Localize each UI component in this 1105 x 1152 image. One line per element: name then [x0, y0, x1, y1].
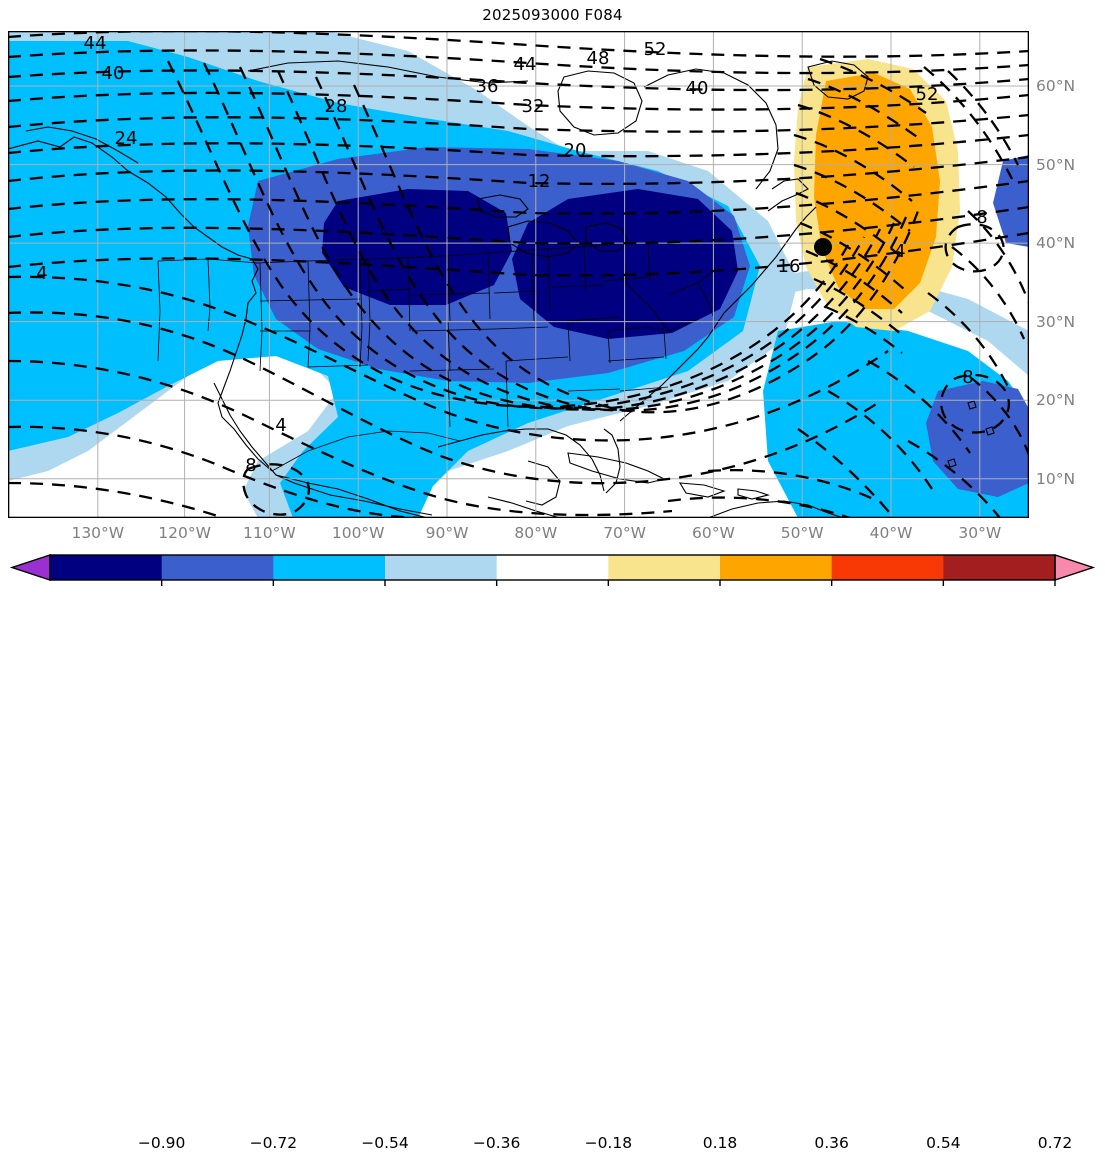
contour-label: 4: [275, 415, 286, 436]
contour-label: 8: [976, 207, 987, 228]
colorbar-tick-label: −0.18: [584, 1134, 633, 1152]
contour-label: 20: [564, 140, 587, 161]
lat-tick-20N: 20°N: [1036, 391, 1076, 410]
lon-tick-60W: 60°W: [691, 524, 735, 542]
contour-label: 40: [686, 78, 709, 99]
coastlines: [8, 60, 995, 518]
contour-label: 40: [102, 63, 125, 84]
contour-label: 8: [962, 367, 973, 388]
colorbar-tick-label: −0.54: [361, 1134, 409, 1152]
colorbar[interactable]: −0.90 −0.72 −0.54 −0.36 −0.18 0.18 0.36 0.54 0.7…: [0, 552, 1105, 1152]
figure-root: 2025093000 F084: [0, 6, 1105, 1152]
colorbar-tick-label: 0.72: [1037, 1134, 1073, 1152]
contour-label: 12: [528, 171, 551, 192]
lat-tick-50N: 50°N: [1036, 155, 1076, 174]
contour-label: 52: [644, 39, 667, 60]
colorbar-tick-label: −0.36: [472, 1134, 521, 1152]
contour-label: 8: [245, 455, 256, 476]
colorbar-segment: [50, 555, 163, 580]
colorbar-segment: [943, 555, 1056, 580]
lon-tick-120W: 120°W: [158, 524, 211, 542]
colorbar-tick-label: 0.36: [814, 1134, 849, 1152]
lat-tick-10N: 10°N: [1036, 469, 1076, 488]
lon-tick-110W: 110°W: [243, 524, 296, 542]
colorbar-canvas[interactable]: [0, 552, 1105, 588]
map-panel[interactable]: 44 40 24 4 28 36 44 48 52 32 40 20 12 16 52 8 4 4 8 8: [8, 31, 1029, 518]
political-borders: [157, 240, 715, 472]
contour-label: 48: [587, 48, 610, 69]
lon-tick-130W: 130°W: [71, 524, 125, 542]
contour-label: 16: [778, 256, 801, 277]
contour-label: 44: [514, 54, 537, 75]
colorbar-outline: [49, 554, 1056, 581]
colorbar-tick-label: 0.18: [702, 1134, 738, 1152]
lon-tick-80W: 80°W: [514, 524, 558, 542]
contour-label: 4: [894, 241, 905, 262]
contour-label: 52: [916, 84, 939, 105]
colorbar-segment: [496, 555, 609, 580]
point-marker[interactable]: [814, 238, 832, 256]
lat-tick-60N: 60°N: [1036, 77, 1076, 95]
colorbar-tick-label: −0.90: [137, 1134, 186, 1152]
colorbar-tick-label: 0.54: [926, 1134, 961, 1152]
lat-tick-30N: 30°N: [1036, 312, 1076, 331]
lon-tick-90W: 90°W: [425, 524, 469, 542]
lon-tick-100W: 100°W: [331, 524, 385, 542]
colorbar-segment: [608, 555, 721, 580]
contour-label: 28: [325, 96, 348, 117]
contour-label: 32: [522, 96, 545, 117]
contour-label: 36: [476, 76, 499, 97]
colorbar-tick-label: −0.72: [249, 1134, 298, 1152]
colorbar-segment: [161, 555, 274, 580]
page-title: 2025093000 F084: [482, 6, 623, 24]
colorbar-over-arrow: [1054, 554, 1096, 581]
map-frame: [8, 31, 1029, 518]
lat-tick-40N: 40°N: [1036, 234, 1076, 253]
contour-label: 4: [36, 263, 47, 284]
contour-label: 24: [115, 128, 138, 149]
colorbar-segment: [273, 555, 386, 580]
contour-label: 44: [84, 33, 107, 54]
lon-tick-50W: 50°W: [780, 524, 824, 542]
lon-tick-40W: 40°W: [869, 524, 913, 542]
lon-tick-70W: 70°W: [603, 524, 646, 542]
colorbar-under-arrow: [9, 554, 51, 581]
colorbar-segment: [385, 555, 498, 580]
colorbar-segment: [720, 555, 833, 580]
lon-tick-30W: 30°W: [958, 524, 1002, 542]
colorbar-segment: [831, 555, 944, 580]
colorbar-ticks: [160, 580, 1056, 586]
colorbar-segments: [9, 554, 1096, 581]
